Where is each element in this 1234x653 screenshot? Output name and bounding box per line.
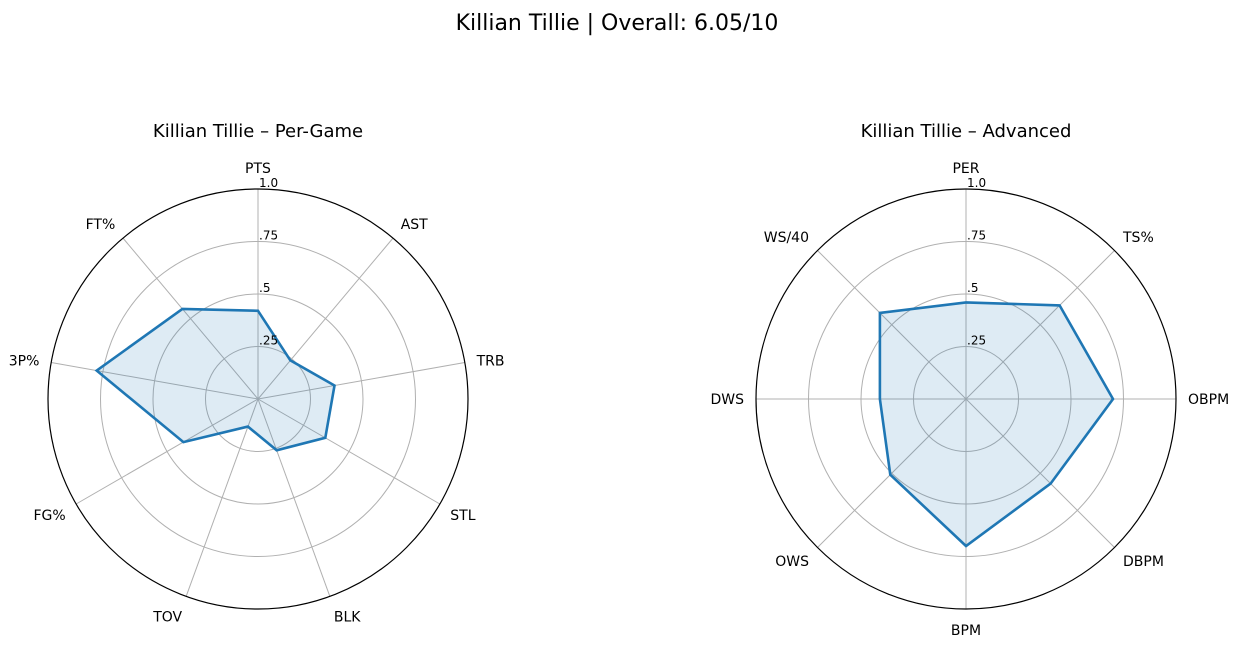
grid-spoke	[257, 362, 465, 400]
grid-spoke	[817, 398, 967, 548]
grid-spoke	[257, 398, 441, 505]
grid-spoke	[51, 362, 259, 400]
series-area	[879, 302, 1113, 546]
radial-tick-label: 1.0	[967, 176, 986, 190]
radial-tick-label: 1.0	[259, 176, 278, 190]
grid-spoke	[965, 250, 1115, 400]
axis-label-ows: OWS	[775, 554, 809, 570]
polar-frame	[47, 188, 469, 610]
grid-spoke	[122, 237, 259, 400]
axis-label-obpm: OBPM	[1188, 392, 1229, 408]
axis-label-pts: PTS	[245, 161, 271, 177]
axis-label-ts: TS%	[1122, 230, 1154, 246]
axis-label-bpm: BPM	[951, 623, 981, 639]
chart-title: Killian Tillie – Advanced	[861, 121, 1072, 142]
axis-label-ast: AST	[401, 217, 428, 233]
axis-label-fg: FG%	[33, 508, 65, 524]
axis-label-ft: FT%	[86, 217, 116, 233]
radial-tick-label: .75	[967, 229, 986, 243]
axis-label-tov: TOV	[152, 610, 182, 626]
grid-spoke	[257, 398, 331, 597]
figure-title: Killian Tillie | Overall: 6.05/10	[456, 11, 779, 36]
series-line	[94, 307, 336, 452]
axis-label-trb: TRB	[476, 354, 505, 370]
radial-tick-label: .5	[967, 281, 978, 295]
radial-tick-label: .75	[259, 229, 278, 243]
axis-label-dws: DWS	[710, 392, 744, 408]
axis-label-blk: BLK	[334, 610, 361, 626]
axis-label-3p: 3P%	[9, 354, 40, 370]
chart-title: Killian Tillie – Per-Game	[153, 121, 363, 142]
grid-spoke	[965, 398, 1115, 548]
axis-label-ws40: WS/40	[764, 230, 809, 246]
radial-tick-label: .5	[259, 281, 270, 295]
axis-label-per: PER	[952, 161, 979, 177]
radial-tick-label: .25	[967, 334, 986, 348]
axis-label-stl: STL	[450, 508, 475, 524]
grid-spoke	[817, 250, 967, 400]
grid-spoke	[185, 398, 259, 597]
series-area	[96, 308, 335, 451]
grid-spoke	[257, 237, 394, 400]
radial-tick-label: .25	[259, 334, 278, 348]
polar-frame	[755, 188, 1177, 610]
axis-label-dbpm: DBPM	[1123, 554, 1164, 570]
series-line	[878, 301, 1115, 548]
grid-spoke	[75, 398, 259, 505]
